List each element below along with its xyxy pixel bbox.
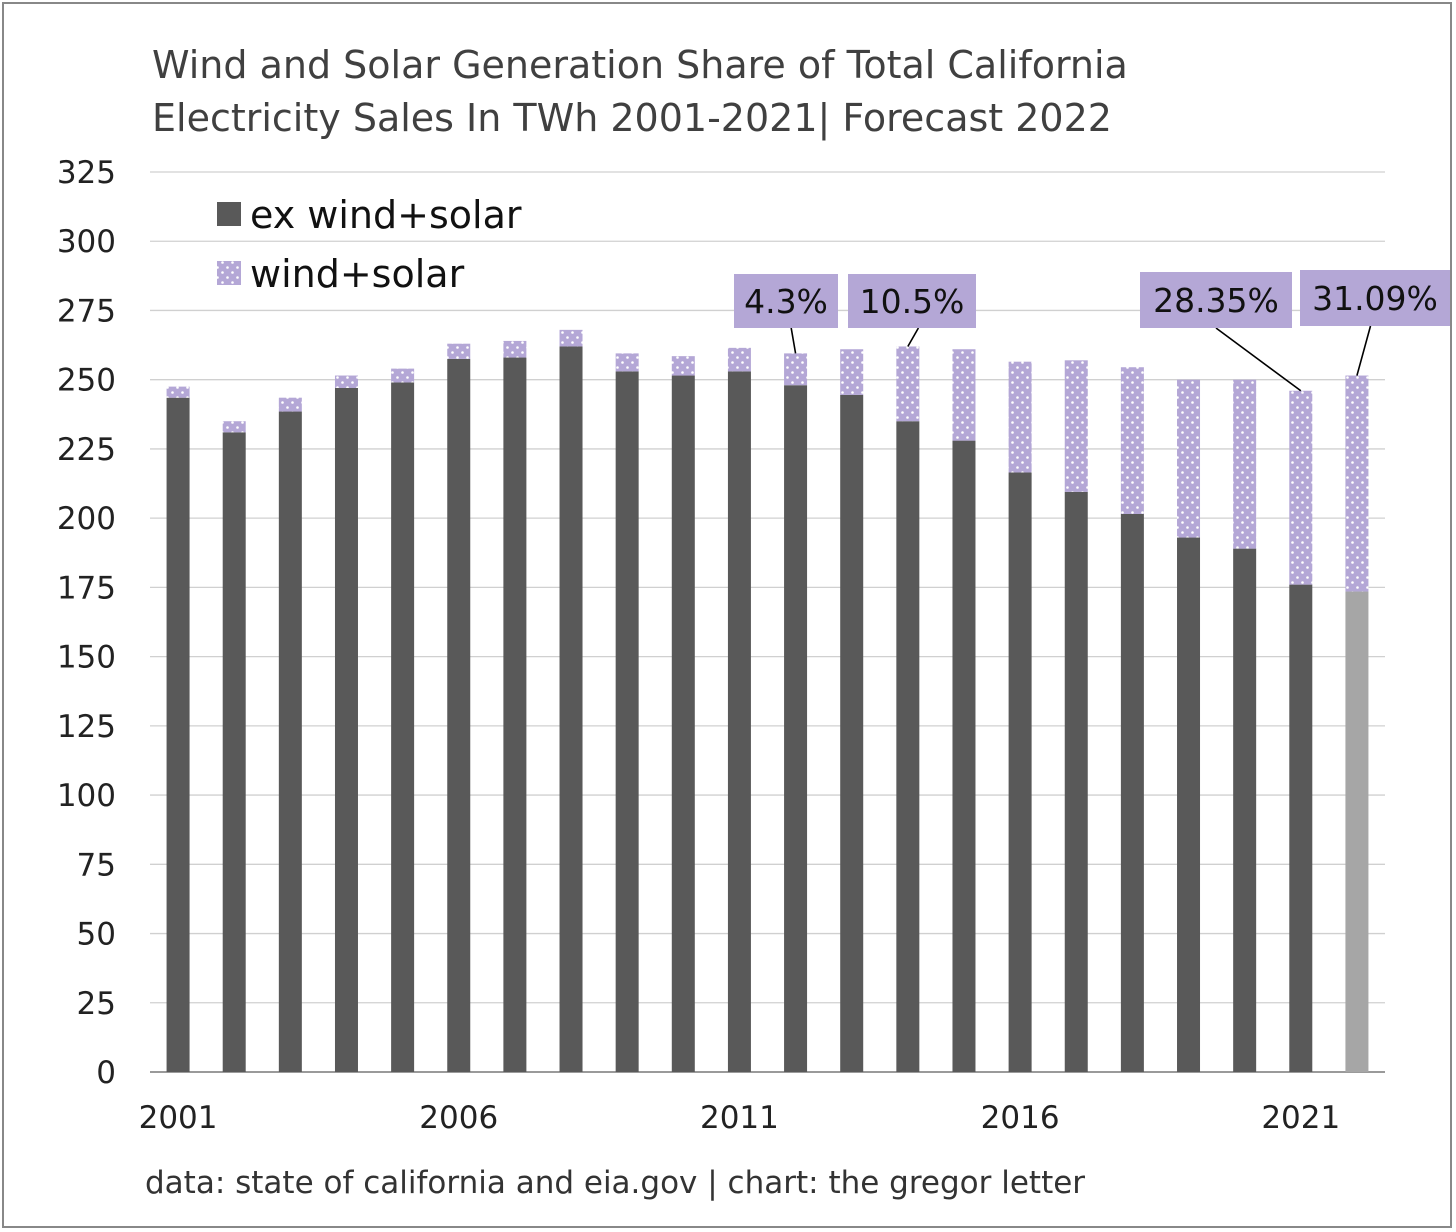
- bar-wind-solar-2015: [952, 349, 976, 441]
- bar-ex-wind-solar-2009: [615, 371, 639, 1072]
- bars: [166, 329, 1369, 1073]
- callout-leader: [907, 327, 920, 347]
- bar-ex-wind-solar-2011: [727, 371, 751, 1072]
- bar-ex-wind-solar-2007: [503, 357, 527, 1072]
- bar-wind-solar-2001: [166, 386, 190, 398]
- y-tick-label: 0: [96, 1055, 116, 1091]
- bar-ex-wind-solar-2012: [784, 385, 808, 1072]
- bar-ex-wind-solar-2019: [1177, 537, 1201, 1072]
- bar-ex-wind-solar-2003: [278, 411, 302, 1072]
- bar-ex-wind-solar-2010: [671, 375, 695, 1072]
- bar-ex-wind-solar-2014: [896, 421, 920, 1072]
- legend-swatch-ex-wind-solar: [217, 202, 241, 226]
- bar-wind-solar-2008: [559, 329, 583, 347]
- callout-leader: [1356, 325, 1372, 376]
- callout-label: 4.3%: [744, 282, 828, 321]
- bar-ex-wind-solar-2013: [840, 394, 864, 1072]
- bar-wind-solar-2019: [1177, 379, 1201, 538]
- bar-ex-wind-solar-2015: [952, 440, 976, 1073]
- callout-label: 28.35%: [1153, 281, 1279, 320]
- y-tick-label: 150: [57, 640, 116, 676]
- callout-box: [1140, 272, 1292, 328]
- bar-ex-wind-solar-2001: [166, 397, 190, 1072]
- chart-title-line-1: Wind and Solar Generation Share of Total…: [152, 43, 1128, 87]
- bar-wind-solar-2016: [1008, 361, 1032, 473]
- bar-ex-wind-solar-2022: [1345, 591, 1369, 1072]
- y-tick-label: 100: [57, 778, 116, 814]
- y-tick-label: 50: [77, 917, 116, 953]
- legend-label-ex-wind-solar: ex wind+solar: [250, 193, 522, 237]
- bar-wind-solar-2021: [1289, 390, 1313, 585]
- bar-wind-solar-2017: [1064, 360, 1088, 492]
- y-tick-label: 250: [57, 363, 116, 399]
- bar-ex-wind-solar-2004: [334, 388, 358, 1072]
- bar-ex-wind-solar-2020: [1233, 548, 1257, 1072]
- bar-wind-solar-2005: [391, 368, 415, 383]
- callouts: 4.3% 10.5% 28.35% 31.09%: [734, 270, 1450, 392]
- bar-wind-solar-2010: [671, 356, 695, 376]
- bar-ex-wind-solar-2008: [559, 346, 583, 1072]
- x-tick-label: 2011: [700, 1100, 779, 1136]
- bar-wind-solar-2009: [615, 353, 639, 372]
- bar-wind-solar-2014: [896, 346, 920, 422]
- y-tick-label: 300: [57, 224, 116, 260]
- y-axis-tick-labels: 0 25 50 75 100 125 150 175 200 225 250 275 300 325: [57, 155, 116, 1091]
- bar-wind-solar-2011: [727, 347, 751, 372]
- callout-leader: [1215, 327, 1302, 392]
- bar-wind-solar-2007: [503, 340, 527, 358]
- bar-ex-wind-solar-2017: [1064, 491, 1088, 1072]
- bar-wind-solar-2003: [278, 397, 302, 412]
- y-tick-label: 225: [57, 432, 116, 468]
- bar-ex-wind-solar-2021: [1289, 584, 1313, 1072]
- source-note: data: state of california and eia.gov | …: [145, 1165, 1085, 1201]
- bar-ex-wind-solar-2005: [391, 382, 415, 1072]
- x-axis-tick-labels: 2001 2006 2011 2016 2021: [139, 1100, 1341, 1136]
- y-tick-label: 200: [57, 501, 116, 537]
- callout-label: 10.5%: [860, 282, 965, 321]
- callout-label: 31.09%: [1312, 279, 1438, 318]
- legend-label-wind-solar: wind+solar: [250, 252, 465, 296]
- bar-ex-wind-solar-2006: [447, 358, 471, 1072]
- callout-box: [848, 274, 976, 328]
- callout-leader: [790, 327, 797, 354]
- callout-box: [1300, 270, 1450, 326]
- bar-wind-solar-2012: [784, 353, 808, 386]
- bar-wind-solar-2018: [1120, 367, 1144, 514]
- bar-wind-solar-2002: [222, 421, 246, 433]
- bar-wind-solar-2006: [447, 343, 471, 359]
- bar-ex-wind-solar-2016: [1008, 472, 1032, 1072]
- x-tick-label: 2016: [981, 1100, 1060, 1136]
- x-tick-label: 2006: [419, 1100, 498, 1136]
- legend-swatch-wind-solar: [217, 261, 241, 285]
- y-tick-label: 125: [57, 709, 116, 745]
- bar-wind-solar-2022: [1345, 375, 1369, 592]
- legend: ex wind+solar wind+solar: [217, 193, 522, 296]
- bar-ex-wind-solar-2002: [222, 432, 246, 1072]
- bar-wind-solar-2013: [840, 349, 864, 395]
- chart-title-line-2: Electricity Sales In TWh 2001-2021| Fore…: [152, 96, 1112, 141]
- chart-title: Wind and Solar Generation Share of Total…: [152, 43, 1128, 141]
- y-tick-label: 175: [57, 570, 116, 606]
- bar-wind-solar-2020: [1233, 379, 1257, 549]
- bar-wind-solar-2004: [334, 375, 358, 388]
- y-tick-label: 275: [57, 293, 116, 329]
- y-tick-label: 25: [77, 986, 116, 1022]
- bar-ex-wind-solar-2018: [1120, 514, 1144, 1072]
- y-tick-label: 325: [57, 155, 116, 191]
- x-tick-label: 2021: [1261, 1100, 1340, 1136]
- y-tick-label: 75: [77, 847, 116, 883]
- callout-box: [734, 274, 838, 328]
- x-tick-label: 2001: [139, 1100, 218, 1136]
